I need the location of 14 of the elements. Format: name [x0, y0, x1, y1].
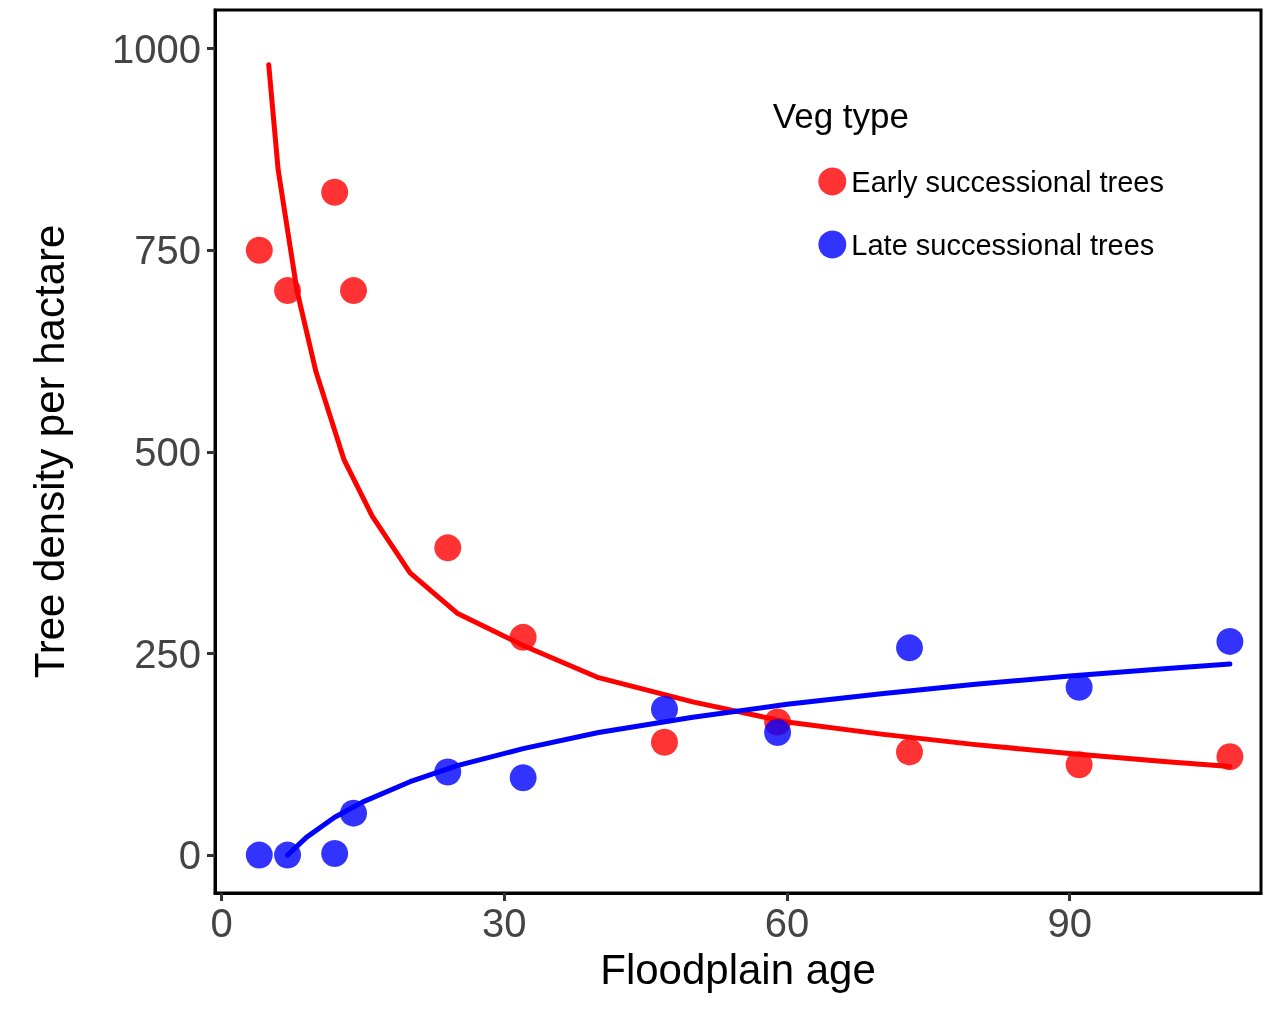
- legend-title: Veg type: [772, 96, 910, 135]
- x-tick-label: 60: [764, 901, 810, 945]
- y-tick-label: 0: [178, 833, 201, 878]
- x-tick-label: 30: [482, 901, 527, 945]
- y-tick-label: 500: [134, 429, 201, 474]
- x-tick-label: 0: [210, 901, 233, 945]
- x-axis-title: Floodplain age: [600, 945, 876, 993]
- y-tick-label: 1000: [112, 26, 201, 71]
- legend-label: Early successional trees: [851, 165, 1164, 198]
- y-axis-title: Tree density per hactare: [25, 224, 73, 679]
- legend-label: Late successional trees: [851, 228, 1155, 261]
- x-tick-label: 90: [1047, 901, 1092, 945]
- y-tick-label: 750: [134, 228, 201, 273]
- y-tick-label: 250: [134, 631, 201, 676]
